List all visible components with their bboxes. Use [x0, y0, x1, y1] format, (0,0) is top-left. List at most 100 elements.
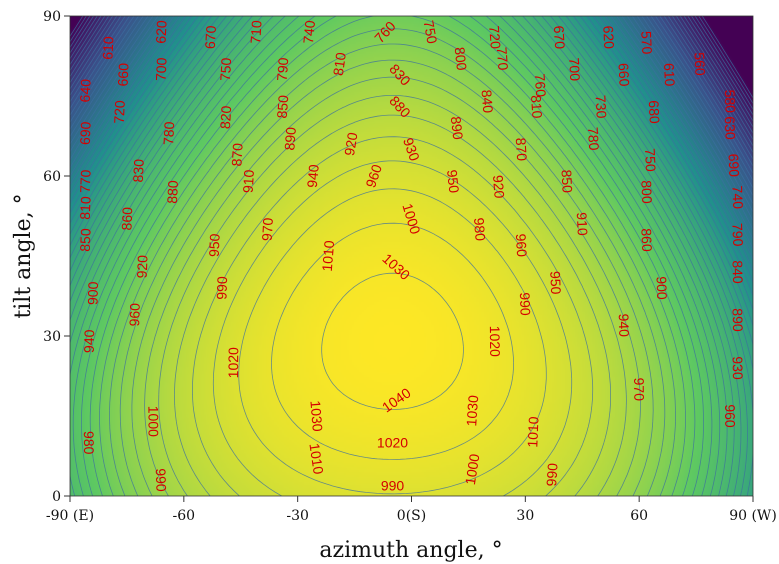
contour-label: 610 — [661, 63, 678, 87]
contour-label: 700 — [566, 57, 583, 81]
x-tick-label: 60 — [630, 508, 648, 524]
contour-label: 950 — [444, 169, 462, 194]
contour-label: 950 — [206, 233, 223, 257]
contour-label: 990 — [517, 292, 534, 316]
x-tick-label: -60 — [173, 508, 196, 524]
contour-label: 770 — [494, 46, 512, 71]
contour-label: 940 — [81, 329, 97, 353]
x-axis-ticks: -90 (E) -60 -30 0(S) 30 60 90 (W) — [46, 496, 777, 524]
contour-label: 850 — [274, 94, 292, 119]
contour-label: 840 — [729, 260, 746, 284]
contour-label: 800 — [638, 180, 655, 204]
contour-label: 820 — [217, 105, 234, 129]
contour-label: 660 — [615, 63, 632, 87]
y-axis-ticks: 0 30 60 90 — [43, 9, 70, 505]
y-tick-label: 60 — [43, 169, 61, 185]
contour-label: 970 — [631, 378, 647, 402]
contour-label: 850 — [559, 169, 576, 193]
contour-label: 740 — [300, 19, 318, 44]
x-tick-label: 90 (W) — [729, 508, 777, 524]
contour-label: 720 — [486, 25, 504, 50]
x-tick-label: 30 — [516, 508, 534, 524]
contour-label: 750 — [642, 148, 659, 172]
contour-label: 1000 — [145, 406, 161, 437]
contour-label: 630 — [722, 116, 739, 140]
contour-label: 960 — [513, 233, 530, 257]
contour-label: 750 — [217, 57, 234, 81]
contour-label: 780 — [160, 121, 177, 145]
contour-label: 980 — [471, 217, 489, 242]
contour-label: 580 — [722, 89, 739, 113]
contour-label: 990 — [153, 468, 170, 492]
contour-label: 940 — [616, 313, 633, 337]
contour-label: 720 — [111, 100, 128, 124]
contour-label: 700 — [153, 57, 170, 81]
contour-label: 870 — [228, 142, 245, 166]
contour-label: 680 — [646, 100, 663, 124]
contour-label: 1030 — [463, 394, 481, 426]
contour-label: 990 — [543, 462, 560, 486]
x-tick-label: -30 — [286, 508, 309, 524]
contour-label: 790 — [274, 57, 292, 82]
contour-label: 620 — [600, 25, 617, 49]
contour-label: 780 — [585, 127, 602, 151]
contour-label: 870 — [513, 137, 530, 162]
contour-label: 770 — [77, 169, 94, 193]
contour-label: 620 — [153, 20, 170, 44]
contour-label: 570 — [638, 31, 655, 55]
contour-label: 970 — [259, 217, 276, 241]
contour-label: 1020 — [225, 347, 241, 378]
contour-label: 960 — [126, 303, 143, 327]
contour-label: 940 — [304, 163, 322, 188]
y-tick-label: 0 — [52, 489, 61, 505]
contour-label: 960 — [722, 404, 738, 428]
contour-label: 900 — [654, 276, 671, 300]
y-axis-title: tilt angle, ° — [11, 193, 36, 318]
contour-label: 860 — [638, 228, 655, 252]
contour-label: 800 — [452, 46, 470, 71]
contour-label: 660 — [115, 62, 132, 86]
contour-label: 880 — [164, 180, 181, 204]
contour-label: 860 — [118, 206, 135, 230]
contour-label: 1020 — [487, 326, 503, 358]
contour-label: 670 — [202, 25, 219, 49]
contour-label: 890 — [730, 308, 747, 332]
contour-label: 790 — [729, 223, 746, 247]
contour-label: 840 — [478, 89, 496, 114]
contour-label: 690 — [77, 121, 94, 145]
contour-label: 710 — [247, 20, 264, 45]
contour-label: 560 — [691, 52, 708, 76]
contour-label: 740 — [729, 185, 746, 209]
contour-label: 1020 — [377, 435, 408, 451]
contour-label: 690 — [726, 153, 743, 177]
contour-label: 910 — [574, 212, 591, 236]
contour-label: 920 — [490, 175, 508, 200]
contour-label: 810 — [77, 196, 94, 220]
contour-label: 810 — [528, 95, 545, 120]
contour-label: 950 — [547, 271, 564, 295]
contour-label: 980 — [81, 431, 97, 455]
contour-label: 1010 — [524, 416, 541, 448]
contour-label: 830 — [130, 158, 147, 182]
x-axis-title: azimuth angle, ° — [319, 538, 502, 563]
x-tick-label: -90 (E) — [46, 508, 94, 524]
contour-label: 900 — [84, 281, 101, 305]
y-tick-label: 90 — [43, 9, 61, 25]
contour-label: 610 — [99, 36, 116, 60]
contour-label: 730 — [593, 95, 610, 119]
contour-label: 670 — [551, 25, 568, 49]
contour-label: 990 — [381, 477, 405, 493]
contour-label: 850 — [77, 228, 94, 252]
x-tick-label: 0(S) — [397, 508, 426, 524]
y-tick-label: 30 — [43, 329, 61, 345]
contour-label: 1010 — [319, 240, 337, 272]
contour-label: 930 — [730, 356, 746, 380]
contour-label: 810 — [330, 51, 349, 77]
contour-label: 920 — [134, 255, 151, 279]
contour-label: 990 — [213, 276, 230, 300]
contour-label: 890 — [448, 116, 467, 141]
contour-label: 910 — [240, 169, 257, 193]
contour-label: 890 — [281, 126, 299, 151]
